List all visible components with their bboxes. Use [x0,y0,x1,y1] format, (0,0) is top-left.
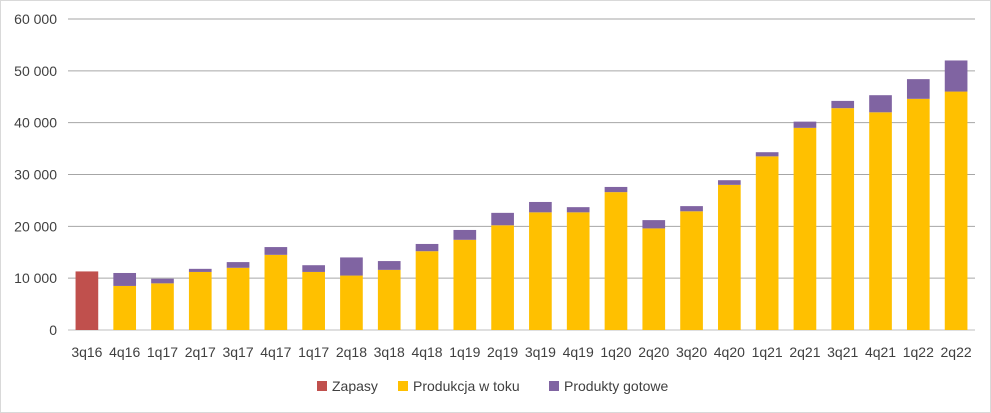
x-tick-label: 4q21 [865,344,896,360]
x-tick-label: 3q19 [525,344,556,360]
bar-segment-produkcja-w-toku [529,212,552,330]
x-tick-label: 3q17 [222,344,253,360]
bar-segment-produkcja-w-toku [491,225,514,330]
bar-segment-produkcja-w-toku [869,112,892,330]
x-tick-label: 2q20 [638,344,669,360]
bar-segment-produkty-gotowe [566,207,590,213]
x-tick-label: 2q17 [185,344,216,360]
bar-segment-produkcja-w-toku [906,98,930,330]
x-tick-label: 2q19 [487,344,518,360]
bar-segment-produkcja-w-toku [642,228,666,330]
bar-segment-produkty-gotowe [793,121,817,128]
legend-swatch [549,381,559,391]
bar-segment-produkty-gotowe [453,229,477,240]
x-tick-label: 1q17 [147,344,178,360]
bar-segment-produkcja-w-toku [188,271,212,330]
x-tick-label: 4q17 [260,344,291,360]
bar-segment-produkty-gotowe [944,60,968,92]
bar-segment-produkty-gotowe [415,243,439,252]
bar-segment-produkty-gotowe [377,261,401,270]
x-tick-label: 2q18 [336,344,367,360]
bar-segment-produkcja-w-toku [340,275,363,330]
x-tick-label: 4q16 [109,344,140,360]
y-tick-label: 20 000 [14,218,57,234]
bar-segment-produkcja-w-toku [415,251,439,330]
legend: Zapasy Produkcja w toku Produkty gotowe [317,378,668,394]
bar-segment-produkty-gotowe [869,95,892,113]
bar-segment-produkty-gotowe [226,262,250,268]
bar-segment-produkty-gotowe [491,212,514,226]
bar-segment-produkty-gotowe [680,206,703,212]
x-tick-label: 1q20 [600,344,631,360]
bar-segment-produkty-gotowe [906,79,930,99]
bar-segment-zapasy [75,271,99,330]
bar-segment-produkty-gotowe [604,186,628,193]
y-tick-label: 10 000 [14,270,57,286]
y-tick-label: 40 000 [14,115,57,131]
legend-label: Produkty gotowe [564,378,668,394]
legend-swatch [317,381,327,391]
x-tick-label: 3q16 [71,344,102,360]
legend-swatch [398,381,408,391]
y-tick-label: 30 000 [14,167,57,183]
bar-segment-produkcja-w-toku [113,285,137,330]
x-tick-label: 1q19 [449,344,480,360]
x-tick-label: 2q22 [941,344,972,360]
bar-segment-produkcja-w-toku [377,269,401,330]
x-tick-label: 4q18 [411,344,442,360]
bar-segment-produkty-gotowe [340,257,363,276]
bar-segment-produkty-gotowe [188,268,212,272]
bar-segment-produkcja-w-toku [302,271,325,330]
y-tick-label: 50 000 [14,63,57,79]
bar-segment-produkcja-w-toku [831,108,855,330]
bar-segment-produkcja-w-toku [944,91,968,330]
bar-segment-produkcja-w-toku [264,254,288,330]
bar-segment-produkty-gotowe [718,180,741,185]
bars [75,60,968,330]
x-axis: 3q16 4q16 1q17 2q17 3q17 4q17 1q17 2q18 3q18 4q18… [71,344,972,360]
y-axis: 0 10 000 20 000 30 000 40 000 50 000 60 000 [14,11,57,338]
bar-segment-produkcja-w-toku [453,239,477,330]
bar-segment-produkcja-w-toku [566,212,590,330]
x-tick-label: 4q19 [563,344,594,360]
bar-segment-produkty-gotowe [529,201,552,213]
y-tick-label: 60 000 [14,11,57,27]
bar-segment-produkty-gotowe [151,278,174,284]
bar-segment-produkcja-w-toku [718,184,741,330]
x-tick-label: 3q20 [676,344,707,360]
bar-segment-produkty-gotowe [755,152,779,157]
bar-segment-produkty-gotowe [113,272,137,286]
bar-segment-produkcja-w-toku [793,127,817,330]
bar-segment-produkcja-w-toku [226,267,250,330]
x-tick-label: 1q21 [752,344,783,360]
legend-label: Zapasy [332,378,378,394]
legend-label: Produkcja w toku [413,378,520,394]
bar-segment-produkty-gotowe [302,265,325,272]
bar-segment-produkcja-w-toku [151,283,174,330]
bar-segment-produkcja-w-toku [680,211,703,330]
x-tick-label: 4q20 [714,344,745,360]
gridlines [68,18,975,331]
bar-segment-produkty-gotowe [831,100,855,109]
x-tick-label: 1q17 [298,344,329,360]
x-tick-label: 2q21 [789,344,820,360]
bar-segment-produkcja-w-toku [755,156,779,330]
bar-segment-produkty-gotowe [642,220,666,229]
y-tick-label: 0 [49,322,57,338]
x-tick-label: 3q21 [827,344,858,360]
x-tick-label: 3q18 [374,344,405,360]
bar-segment-produkcja-w-toku [604,192,628,330]
bar-segment-produkty-gotowe [264,247,288,255]
x-tick-label: 1q22 [903,344,934,360]
